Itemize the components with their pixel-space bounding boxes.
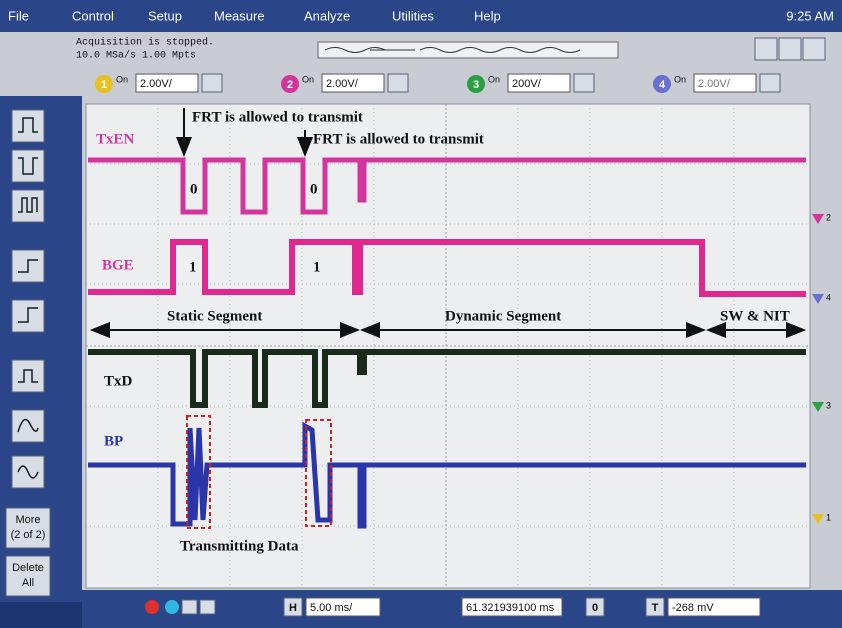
channel-number: 3	[473, 79, 479, 91]
channel-button[interactable]	[165, 600, 179, 614]
trace-label: BGE	[102, 257, 134, 273]
channel-scale: 2.00V/	[326, 78, 359, 90]
annotation: FRT is allowed to transmit	[192, 109, 363, 125]
channel-number: 2	[287, 79, 293, 91]
position-value: 61.321939100 ms	[466, 602, 555, 614]
record-button[interactable]	[145, 600, 159, 614]
t-label: T	[652, 602, 659, 614]
channel-state: On	[116, 74, 128, 84]
trace-label: BP	[104, 433, 123, 449]
trace-label: TxD	[104, 373, 133, 389]
acquisition-bar	[318, 42, 618, 58]
channel-number: 4	[659, 79, 666, 91]
zero-label: 0	[592, 602, 598, 614]
channel-scale: 2.00V/	[698, 78, 731, 90]
bit-label: 0	[190, 181, 198, 197]
coupling-button[interactable]	[574, 74, 594, 92]
trigger-level-value: -268 mV	[672, 602, 714, 614]
bit-label: 1	[313, 259, 321, 275]
camera-button[interactable]	[182, 600, 197, 614]
timebase-value: 5.00 ms/	[310, 602, 353, 614]
status-line: Acquisition is stopped.	[76, 37, 214, 49]
clock: 9:25 AM	[786, 8, 834, 23]
segment-label: Static Segment	[167, 308, 262, 324]
coupling-button[interactable]	[388, 74, 408, 92]
oscilloscope-window: File Control Setup Measure Analyze Utilities H…	[0, 0, 842, 628]
menu-item[interactable]: Measure	[214, 8, 265, 23]
marker-label: 2	[826, 212, 831, 222]
button-label: Delete	[12, 562, 44, 574]
menu-item[interactable]: Analyze	[304, 8, 350, 23]
menu-item[interactable]: File	[8, 8, 29, 23]
segment-label: Dynamic Segment	[445, 308, 561, 324]
run-button[interactable]	[755, 38, 777, 60]
menu-item[interactable]: Setup	[148, 8, 182, 23]
button-label: More	[15, 514, 40, 526]
annotation: Transmitting Data	[180, 538, 299, 554]
bit-label: 0	[310, 181, 318, 197]
button-label: (2 of 2)	[11, 529, 46, 541]
channel-state: On	[674, 74, 686, 84]
channel-scale: 2.00V/	[140, 78, 173, 90]
menu-item[interactable]: Utilities	[392, 8, 434, 23]
channel-scale: 200V/	[512, 78, 542, 90]
h-label: H	[289, 602, 297, 614]
minimize-button[interactable]	[803, 38, 825, 60]
trigger-button[interactable]	[12, 150, 44, 182]
channel-state: On	[488, 74, 500, 84]
trace-label: TxEN	[96, 131, 135, 147]
touch-button[interactable]	[779, 38, 801, 60]
trigger-button[interactable]	[12, 190, 44, 222]
coupling-button[interactable]	[202, 74, 222, 92]
trigger-button[interactable]	[12, 410, 44, 442]
marker-label: 3	[826, 400, 831, 410]
menu: File Control Setup Measure Analyze Utilities H…	[8, 8, 501, 23]
menu-item[interactable]: Control	[72, 8, 114, 23]
marker-label: 4	[826, 292, 831, 302]
status-line: 10.0 MSa/s 1.00 Mpts	[76, 50, 196, 62]
trigger-button[interactable]	[12, 110, 44, 142]
print-button[interactable]	[200, 600, 215, 614]
annotation: FRT is allowed to transmit	[313, 131, 484, 147]
segment-label: SW & NIT	[720, 308, 790, 324]
channel-number: 1	[101, 79, 107, 91]
trigger-button[interactable]	[12, 360, 44, 392]
channel-state: On	[302, 74, 314, 84]
menu-item[interactable]: Help	[474, 8, 501, 23]
button-label: All	[22, 577, 34, 589]
marker-label: 1	[826, 512, 831, 522]
coupling-button[interactable]	[760, 74, 780, 92]
bit-label: 1	[189, 259, 197, 275]
